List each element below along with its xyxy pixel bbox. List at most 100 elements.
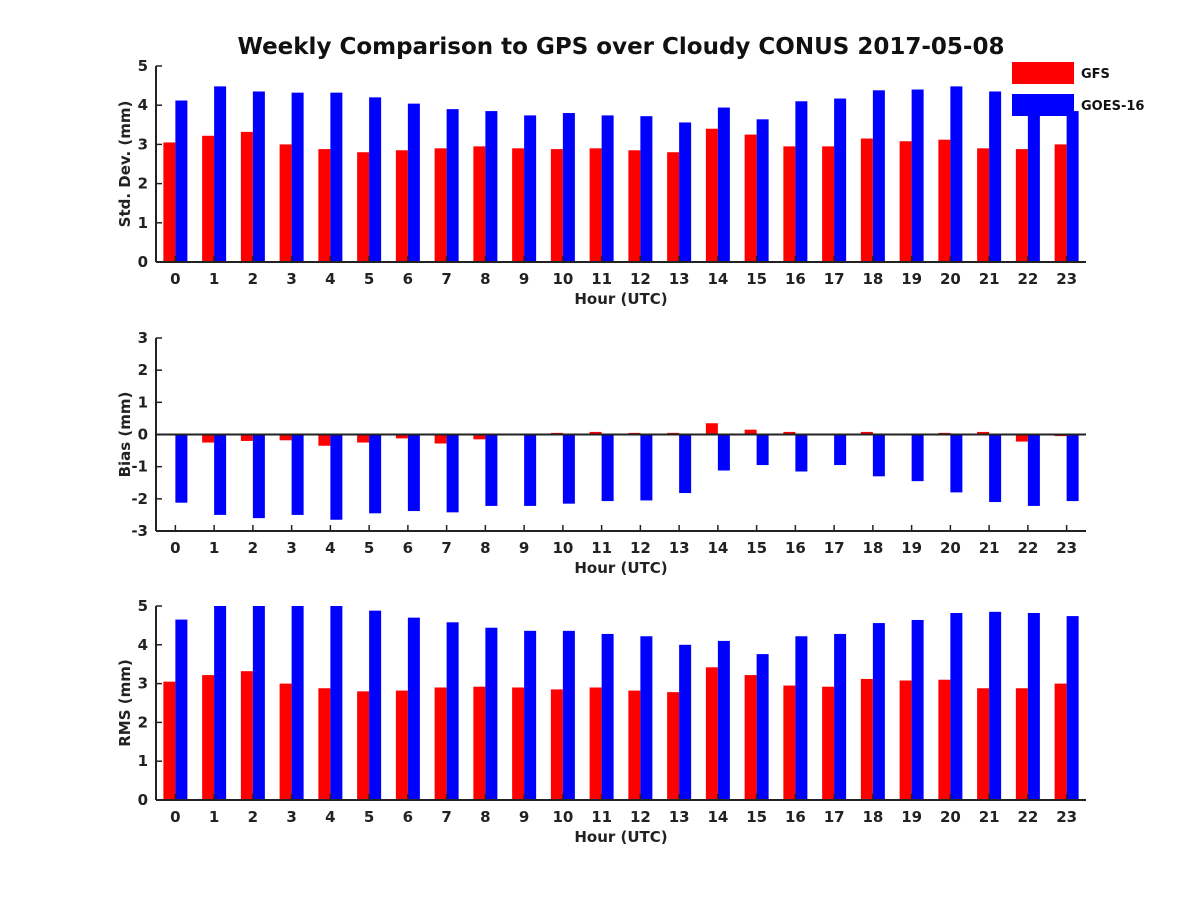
bar-gfs-hour-18 [860,138,873,262]
x-tick-label: 1 [209,808,219,826]
bar-goes16-hour-3 [291,434,304,515]
x-tick-label: 19 [901,539,922,557]
bar-goes16-hour-19 [911,619,924,800]
x-axis-label: Hour (UTC) [574,828,667,846]
bar-gfs-hour-6 [395,150,408,262]
bar-gfs-hour-3 [279,144,292,262]
y-tick-label: -1 [131,458,148,476]
bar-goes16-hour-13 [679,122,692,262]
bar-gfs-hour-5 [357,691,370,800]
y-axis-label: Bias (mm) [116,392,134,478]
x-tick-label: 23 [1056,270,1077,288]
x-tick-label: 23 [1056,808,1077,826]
bar-goes16-hour-0 [175,100,188,262]
x-tick-label: 1 [209,539,219,557]
bar-goes16-hour-12 [640,434,653,501]
bar-goes16-hour-15 [756,434,769,466]
bar-goes16-hour-7 [446,109,459,263]
bar-goes16-hour-12 [640,116,653,263]
bar-goes16-hour-10 [562,434,575,504]
x-tick-label: 12 [630,808,651,826]
bar-goes16-hour-15 [756,119,769,262]
x-tick-label: 21 [979,539,1000,557]
y-tick-label: -2 [131,490,148,508]
x-tick-label: 19 [901,270,922,288]
bar-goes16-hour-21 [989,611,1002,800]
x-tick-label: 6 [403,539,413,557]
bar-goes16-hour-4 [330,92,343,262]
x-tick-label: 15 [746,270,767,288]
bar-gfs-hour-15 [744,675,757,800]
x-tick-label: 12 [630,539,651,557]
bar-gfs-hour-14 [705,667,718,800]
bar-gfs-hour-6 [395,690,408,800]
bar-gfs-hour-1 [202,135,215,262]
bar-goes16-hour-23 [1066,434,1079,502]
y-tick-label: 0 [138,253,148,271]
bar-gfs-hour-8 [473,434,486,440]
bar-gfs-hour-21 [977,431,990,435]
bar-goes16-hour-23 [1066,616,1079,800]
y-tick-label: 1 [138,393,148,411]
bar-gfs-hour-4 [318,149,331,262]
bar-goes16-hour-1 [214,86,227,262]
bar-goes16-hour-5 [369,434,382,514]
x-tick-label: 17 [824,808,845,826]
bar-gfs-hour-8 [473,146,486,262]
x-tick-label: 10 [552,808,573,826]
x-tick-label: 16 [785,270,806,288]
bar-gfs-hour-4 [318,434,331,446]
bar-goes16-hour-6 [407,103,420,263]
bar-goes16-hour-0 [175,619,188,800]
bar-gfs-hour-22 [1015,688,1028,800]
x-tick-label: 11 [591,539,612,557]
bar-gfs-hour-16 [783,146,796,262]
y-tick-label: 0 [138,791,148,809]
y-tick-label: 4 [138,636,148,654]
bar-gfs-hour-13 [667,152,680,262]
bar-goes16-hour-0 [175,434,188,503]
x-tick-label: 4 [325,808,335,826]
x-tick-label: 18 [862,539,883,557]
y-tick-label: 5 [138,57,148,75]
bar-goes16-hour-11 [601,115,614,262]
bar-gfs-hour-10 [550,689,563,800]
bar-goes16-hour-18 [872,623,885,800]
x-tick-label: 21 [979,808,1000,826]
bar-goes16-hour-21 [989,434,1002,503]
bar-goes16-hour-8 [485,627,498,800]
bar-goes16-hour-6 [407,617,420,800]
legend: GFS GOES-16 [1012,62,1144,116]
bar-goes16-hour-18 [872,90,885,262]
y-tick-label: 2 [138,361,148,379]
x-tick-label: 9 [519,539,529,557]
legend-swatch-gfs [1012,62,1074,84]
x-tick-label: 0 [170,539,180,557]
bar-goes16-hour-22 [1027,434,1040,506]
y-tick-label: 4 [138,96,148,114]
bar-goes16-hour-10 [562,113,575,262]
bar-gfs-hour-3 [279,683,292,800]
bar-goes16-hour-22 [1027,113,1040,262]
bar-gfs-hour-18 [860,431,873,435]
bar-gfs-hour-0 [163,681,176,800]
x-tick-label: 2 [248,539,258,557]
y-tick-label: 2 [138,175,148,193]
bar-goes16-hour-4 [330,434,343,520]
bar-goes16-hour-11 [601,633,614,800]
bar-gfs-hour-1 [202,675,215,800]
y-tick-label: 2 [138,713,148,731]
bar-gfs-hour-7 [434,434,447,444]
bar-gfs-hour-21 [977,688,990,800]
legend-label-goes16: GOES-16 [1081,99,1144,114]
x-tick-label: 5 [364,808,374,826]
bar-goes16-hour-9 [524,434,537,506]
bar-gfs-hour-18 [860,678,873,800]
x-tick-label: 5 [364,270,374,288]
x-tick-label: 16 [785,808,806,826]
bar-gfs-hour-20 [938,139,951,262]
bar-gfs-hour-23 [1054,144,1067,262]
bar-gfs-hour-9 [512,148,525,262]
x-tick-label: 0 [170,270,180,288]
x-tick-label: 17 [824,270,845,288]
